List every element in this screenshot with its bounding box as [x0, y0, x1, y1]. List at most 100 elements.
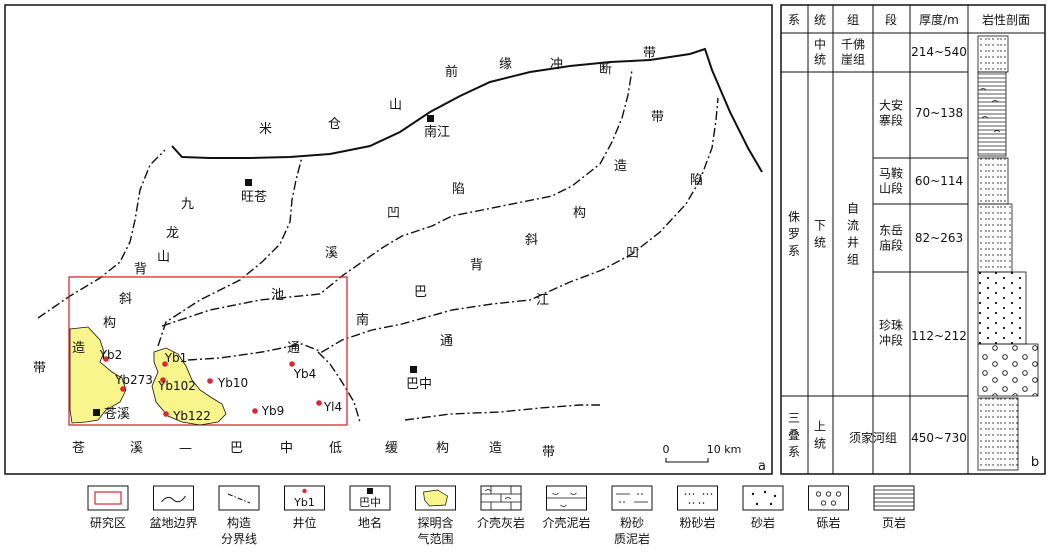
- panel-letter-b: b: [1031, 455, 1039, 470]
- legend-symbol: [161, 495, 186, 503]
- region-char: 溪: [130, 441, 144, 456]
- region-char: 缘: [499, 57, 513, 72]
- legend-symbol: [684, 493, 713, 504]
- region-char: 通: [440, 334, 454, 349]
- cell-system: 侏: [788, 210, 800, 224]
- region-char: 斜: [119, 292, 133, 307]
- cell-series: 统: [814, 53, 826, 67]
- region-char: 背: [470, 258, 484, 273]
- legend-item: 研究区: [87, 485, 129, 530]
- region-char: 南: [356, 312, 370, 328]
- town-marker-cangxi: [93, 409, 100, 416]
- legend-item: 砂岩: [742, 485, 784, 530]
- well-label-yl4: Yl4: [323, 400, 342, 414]
- study-area: [68, 276, 348, 426]
- legend-symbol: [616, 493, 648, 503]
- header-lithology: 岩性剖面: [982, 12, 1030, 27]
- column-headers: 系 统 组 段 厚度/m 岩性剖面: [788, 12, 1030, 27]
- column-grid: [781, 5, 1045, 474]
- region-char: 巴: [230, 441, 244, 456]
- region-char: 带: [33, 361, 47, 376]
- cell-formation: 井: [847, 236, 859, 250]
- region-char: 斜: [525, 233, 539, 248]
- cell-thickness: 112~212: [911, 329, 967, 343]
- legend-symbol: [302, 488, 307, 494]
- cell-system: 罗: [788, 227, 800, 241]
- well-yb9: [252, 408, 258, 414]
- well-yb102: [160, 377, 166, 383]
- cell-formation: 崖组: [841, 53, 865, 67]
- town-nanjiang: 南江: [424, 124, 450, 140]
- region-char: 缓: [385, 441, 399, 456]
- map-panel: Yb2 Yb273 Yb1 Yb102 Yb10 Yb122 Yb9 Yb4 Y…: [4, 4, 773, 475]
- region-char: 陷: [452, 182, 466, 197]
- legend-label: 盆地边界: [149, 516, 197, 530]
- header-thickness: 厚度/m: [919, 12, 959, 27]
- cell-system: 系: [788, 244, 800, 258]
- cell-member: 冲段: [879, 333, 903, 348]
- cell-member: 大安: [879, 98, 903, 113]
- legend-item: 介壳泥岩: [542, 485, 591, 530]
- structural-line-6: [404, 404, 600, 421]
- legend-swatch: [677, 485, 718, 511]
- cell-formation: 千佛: [841, 38, 865, 52]
- legend-label: 气范围: [417, 531, 453, 546]
- cell-thickness: 450~730: [911, 431, 967, 445]
- town-marker-bazhong: [410, 366, 417, 373]
- gas-area-west: [69, 326, 127, 424]
- legend-sample: Yb1: [293, 496, 315, 509]
- region-char: 构: [573, 206, 587, 221]
- legend-item: 粉砂岩: [677, 485, 718, 530]
- scale-label: 10 km: [707, 443, 742, 456]
- region-char: 构: [103, 316, 117, 331]
- cell-member: 庙段: [879, 238, 903, 253]
- legend-symbol: [227, 493, 251, 504]
- well-yb4: [289, 361, 295, 367]
- legend-label: 分界线: [221, 532, 257, 546]
- region-char: 带: [651, 110, 665, 125]
- legend-label: 砾岩: [816, 515, 840, 530]
- cell-formation: 须家河组: [849, 430, 897, 445]
- cell-thickness: 70~138: [915, 106, 963, 120]
- strat-column: 系 统 组 段 厚度/m 岩性剖面 中统千佛崖组214~540侏罗系下统自流井组…: [780, 4, 1046, 475]
- region-char: 冲: [550, 57, 564, 72]
- legend-label: 粉砂: [620, 516, 644, 530]
- structural-line-1: [37, 149, 166, 319]
- well-label-yb9: Yb9: [261, 404, 285, 418]
- legend-label: 质泥岩: [614, 531, 650, 546]
- legend-label: 研究区: [90, 515, 126, 530]
- cell-system: 三: [788, 411, 800, 425]
- towns: 南江 旺苍 巴中 苍溪: [93, 115, 450, 422]
- cell-series: 中: [814, 37, 826, 52]
- region-char: 断: [599, 62, 613, 77]
- legend-item: 页岩: [873, 485, 915, 530]
- region-char: 前: [445, 64, 459, 80]
- region-char: 仓: [328, 117, 342, 132]
- legend-item: Yb1 井位: [284, 485, 325, 530]
- cell-series: 统: [814, 437, 826, 451]
- cell-member: 山段: [879, 181, 903, 196]
- region-char: 通: [287, 341, 301, 356]
- header-system: 系: [788, 13, 800, 27]
- cell-formation: 组: [847, 253, 859, 267]
- town-cangxi: 苍溪: [104, 407, 130, 422]
- structural-line-4: [187, 97, 719, 361]
- scale-bar: 0 10 km: [663, 443, 742, 463]
- cell-system: 叠: [788, 428, 800, 442]
- legend-label: 地名: [358, 515, 382, 530]
- gas-area-east: [151, 347, 227, 426]
- well-label-yb122: Yb122: [172, 409, 211, 423]
- legend-label: 砂岩: [751, 515, 775, 530]
- legend-symbol: [423, 489, 448, 507]
- region-char: 溪: [325, 246, 339, 261]
- region-char: 山: [157, 250, 171, 265]
- region-char: 苍: [72, 441, 86, 456]
- well-label-yb1: Yb1: [164, 351, 188, 365]
- cell-formation: 自: [847, 202, 859, 216]
- region-char: 造: [489, 441, 503, 456]
